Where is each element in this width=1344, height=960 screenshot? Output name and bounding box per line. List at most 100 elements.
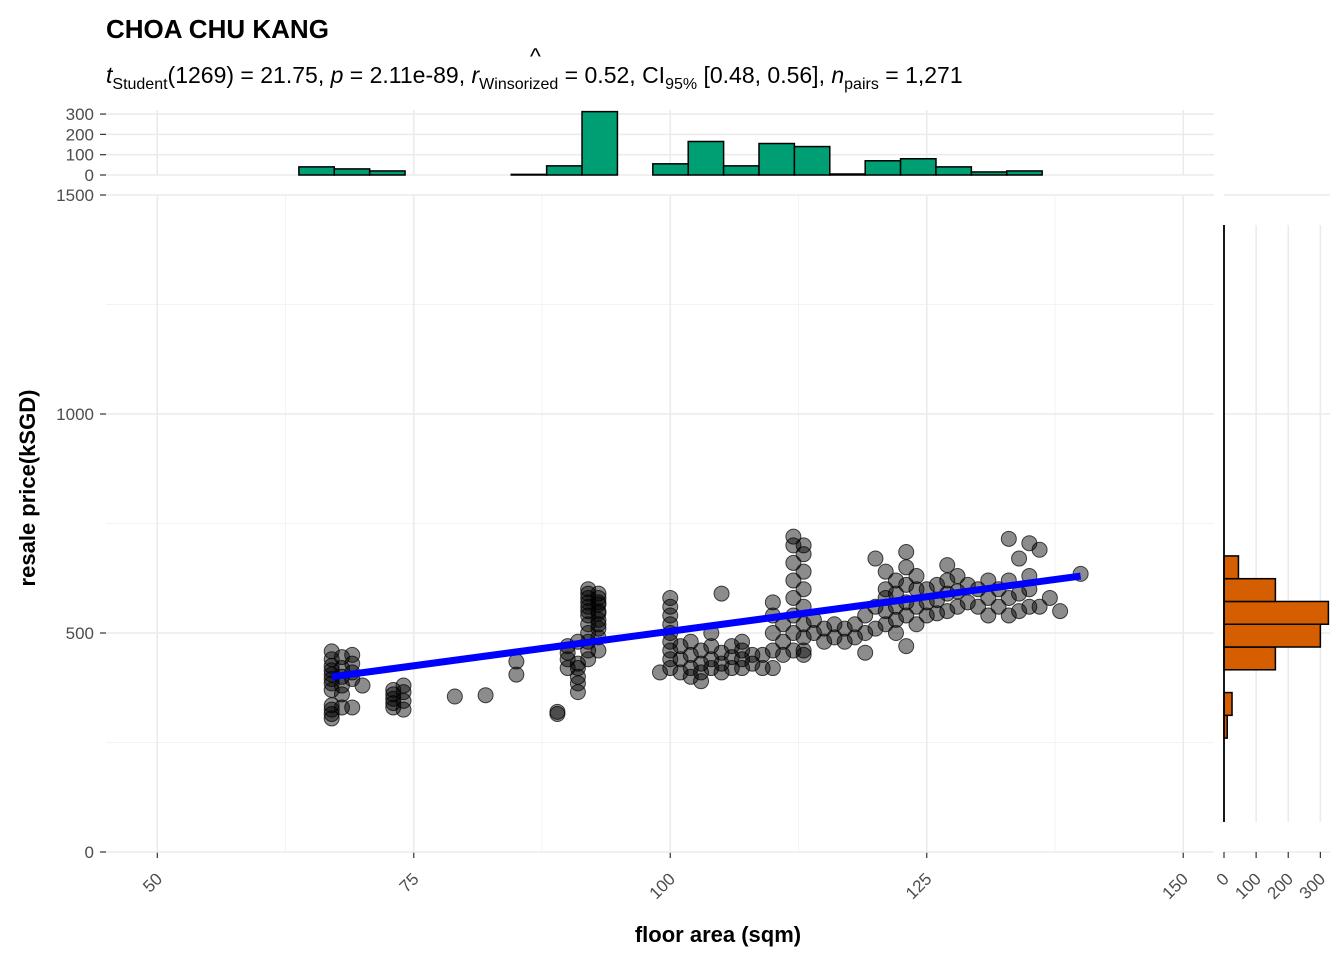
y-tick-label: 500: [66, 624, 94, 643]
data-point: [508, 653, 525, 670]
data-point: [795, 646, 812, 663]
data-point: [344, 699, 361, 716]
data-point: [693, 664, 710, 681]
data-point: [713, 664, 730, 681]
x-axis-title: floor area (sqm): [635, 922, 801, 947]
x-hist-bar: [368, 170, 406, 176]
y-hist-bar: [1223, 646, 1277, 671]
data-point: [477, 687, 494, 704]
data-point: [395, 684, 412, 701]
data-point: [785, 572, 802, 589]
data-point: [764, 660, 781, 677]
data-point: [590, 596, 607, 613]
data-point: [734, 651, 751, 668]
data-point: [672, 638, 689, 655]
data-point: [580, 651, 597, 668]
data-point: [877, 581, 894, 598]
data-point: [887, 572, 904, 589]
data-point: [590, 589, 607, 606]
data-point: [1031, 541, 1048, 558]
data-point: [395, 701, 412, 718]
data-point: [805, 625, 822, 641]
r-hat-accent: ^: [530, 43, 541, 69]
y-hist-tick-label: 300: [1296, 869, 1329, 902]
data-point: [569, 675, 586, 692]
data-point: [682, 660, 699, 677]
chart-title: CHOA CHU KANG: [106, 14, 329, 44]
data-point: [990, 598, 1007, 615]
data-point: [662, 642, 679, 659]
data-point: [898, 543, 915, 560]
y-hist-tick-label: 0: [1213, 869, 1233, 889]
data-point: [764, 594, 781, 611]
data-point: [569, 655, 586, 672]
data-point: [682, 668, 699, 685]
data-point: [590, 585, 607, 602]
data-point: [333, 686, 350, 703]
x-hist-bar: [687, 140, 725, 176]
data-point: [816, 633, 833, 650]
x-hist-tick-label: 100: [66, 146, 94, 165]
x-hist-bar: [864, 160, 902, 176]
data-point: [898, 576, 915, 593]
data-point: [857, 644, 874, 661]
x-hist-tick-label: 300: [66, 105, 94, 124]
data-point: [1000, 607, 1017, 624]
x-hist-bar: [758, 142, 796, 176]
data-point: [703, 660, 720, 677]
data-point: [785, 554, 802, 571]
x-hist-bar: [793, 145, 831, 176]
y-tick-label: 1500: [56, 186, 94, 205]
data-point: [508, 666, 525, 683]
data-point: [734, 660, 751, 677]
x-hist-bar: [722, 165, 760, 176]
data-point: [877, 616, 894, 633]
data-point: [323, 701, 340, 718]
data-point: [908, 616, 925, 633]
data-point: [980, 607, 997, 624]
data-point: [764, 625, 781, 641]
data-point: [744, 655, 761, 672]
x-hist-bar: [1006, 170, 1043, 176]
data-point: [846, 616, 863, 633]
x-hist-bar: [333, 168, 371, 176]
data-point: [652, 664, 668, 681]
data-point: [949, 568, 966, 585]
data-point: [395, 677, 412, 694]
data-point: [775, 633, 792, 650]
data-point: [323, 710, 340, 727]
data-point: [662, 607, 679, 624]
data-point: [836, 633, 853, 650]
data-point: [795, 629, 812, 646]
x-hist-bar: [829, 173, 866, 176]
data-point: [795, 642, 812, 659]
data-point: [867, 620, 884, 637]
data-point: [970, 598, 987, 615]
data-point: [887, 625, 904, 641]
data-point: [734, 642, 751, 659]
data-point: [682, 633, 699, 650]
data-point: [1000, 530, 1017, 547]
data-point: [1011, 603, 1028, 620]
x-tick-label: 75: [396, 869, 423, 896]
data-point: [734, 633, 751, 650]
x-tick-label: 100: [646, 869, 679, 902]
data-point: [846, 629, 863, 646]
x-hist-bar: [545, 165, 583, 176]
data-point: [385, 681, 402, 698]
data-point: [867, 550, 884, 567]
data-point: [1011, 550, 1028, 567]
data-point: [877, 563, 894, 580]
data-point: [446, 688, 463, 705]
data-point: [754, 646, 771, 663]
data-point: [918, 607, 935, 624]
x-hist-tick-label: 200: [66, 125, 94, 144]
data-point: [672, 664, 689, 681]
data-point: [713, 585, 730, 602]
y-hist-bar: [1223, 600, 1330, 625]
data-point: [785, 625, 802, 641]
y-axis-title: resale price(kSGD): [15, 390, 40, 587]
